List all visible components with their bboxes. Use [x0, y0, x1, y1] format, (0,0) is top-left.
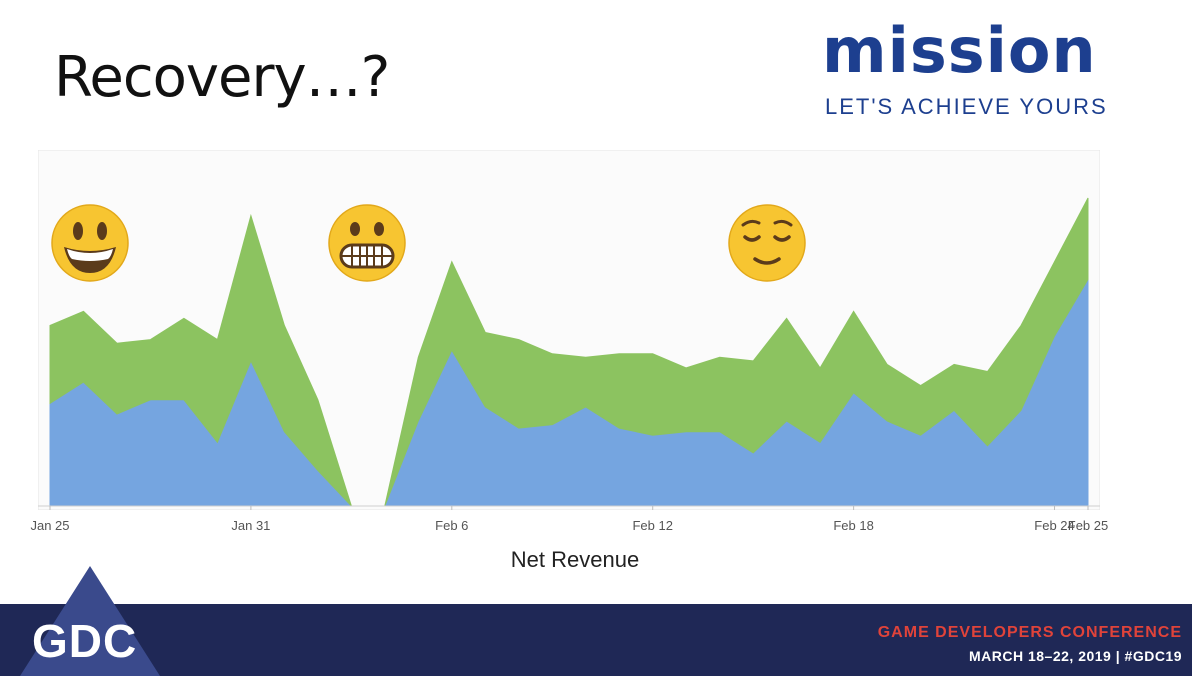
x-axis-title: Net Revenue	[510, 547, 640, 572]
x-tick-label: Feb 18	[833, 518, 874, 533]
net-revenue-chart	[38, 150, 1100, 510]
x-tick-label: Feb 6	[435, 518, 469, 533]
brand-wordmark: mission	[822, 14, 1097, 87]
x-tick-label: Feb 24	[1034, 518, 1075, 533]
gdc-triangle-icon	[20, 566, 160, 676]
slide-title: Recovery…?	[54, 45, 390, 110]
chart-plot-area	[38, 150, 1100, 510]
gdc-logo: GDC	[32, 615, 138, 667]
conference-name: GAME DEVELOPERS CONFERENCE	[877, 624, 1182, 641]
footer-band	[0, 604, 1192, 676]
brand-tagline: LET'S ACHIEVE YOURS	[825, 94, 1108, 119]
conference-dates: MARCH 18–22, 2019 | #GDC19	[968, 648, 1182, 664]
relieved-face-icon	[728, 204, 806, 282]
smiley-face-icon	[51, 204, 129, 282]
x-tick-label: Jan 31	[231, 518, 271, 533]
x-tick-label: Feb 12	[632, 518, 673, 533]
mission-logo: mission LET'S ACHIEVE YOURS	[822, 14, 1106, 120]
x-tick-label: Feb 25	[1067, 518, 1109, 533]
x-tick-label: Jan 25	[30, 518, 70, 533]
grimacing-face-icon	[328, 204, 406, 282]
